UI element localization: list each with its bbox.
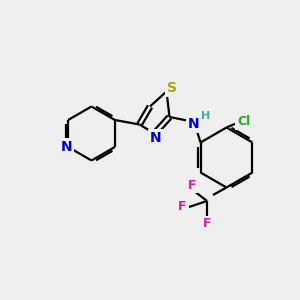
Text: H: H (202, 110, 211, 121)
Text: Cl: Cl (237, 115, 250, 128)
Text: N: N (61, 140, 72, 154)
Text: S: S (167, 82, 177, 95)
Text: F: F (188, 178, 196, 192)
Text: N: N (149, 131, 161, 145)
Text: F: F (203, 217, 211, 230)
Text: N: N (188, 118, 199, 131)
Text: F: F (178, 200, 187, 214)
